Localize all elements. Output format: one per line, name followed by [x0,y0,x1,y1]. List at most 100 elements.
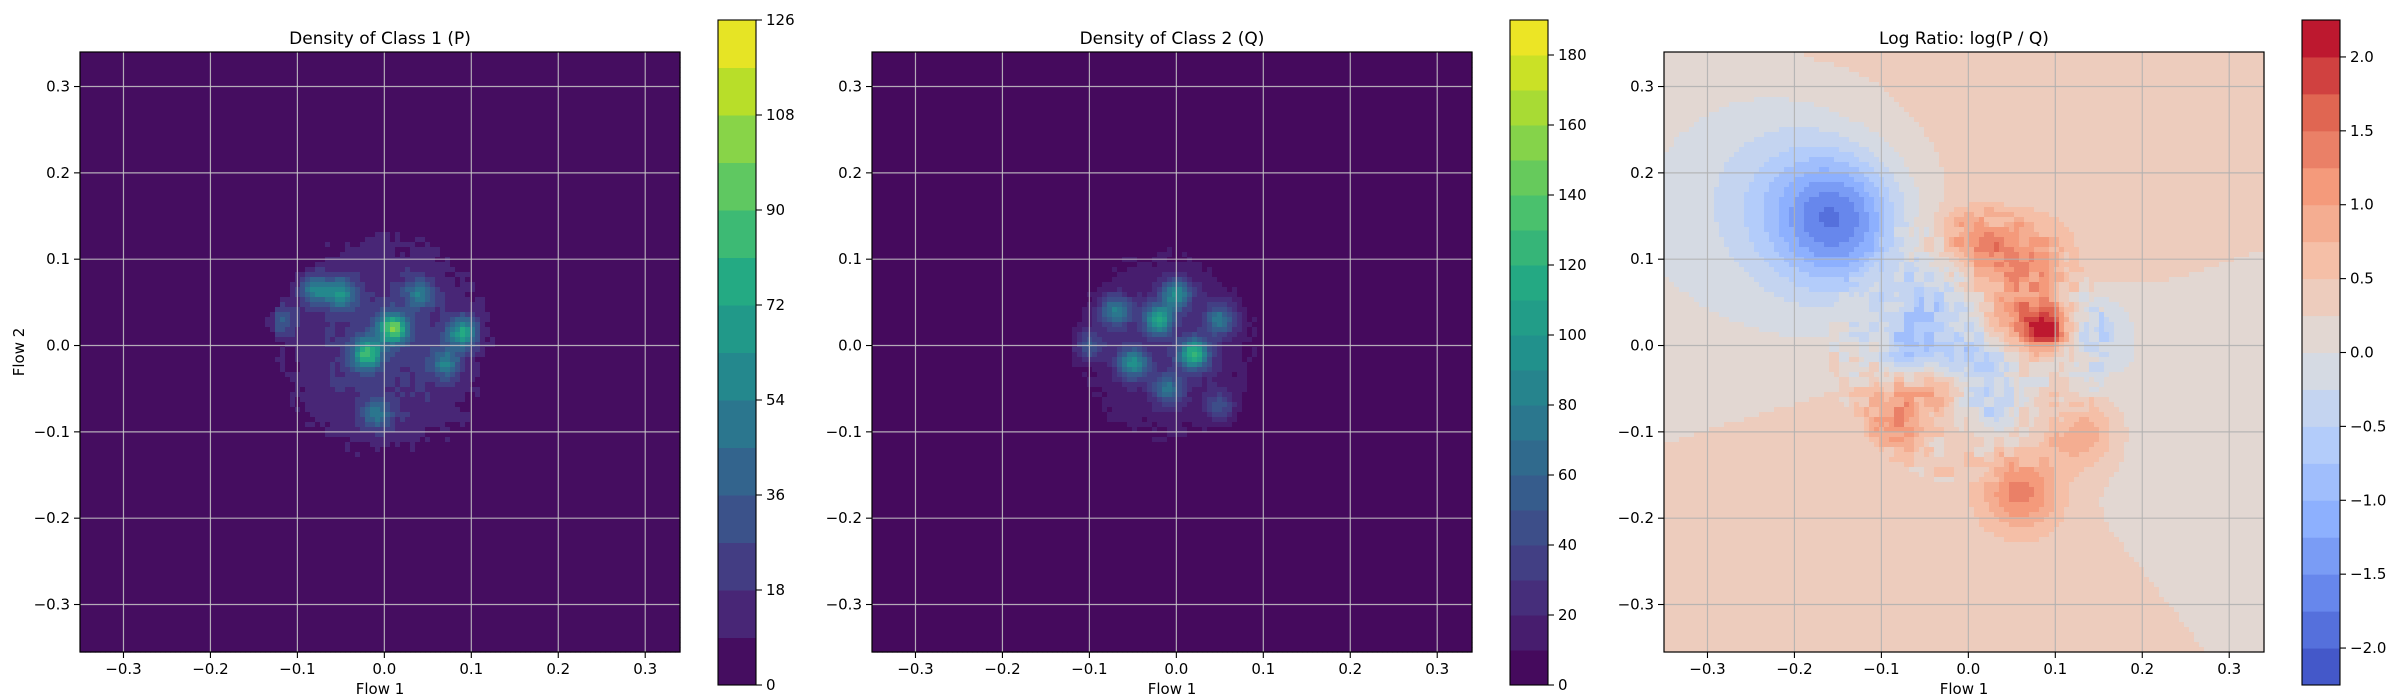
contour-cell [185,467,191,473]
contour-cell [100,407,106,413]
contour-cell [100,332,106,338]
contour-cell [180,312,186,318]
contour-cell [145,492,151,498]
contour-cell [90,402,96,408]
contour-cell [150,52,156,58]
contour-cell [105,72,111,78]
contour-cell [100,217,106,223]
contour-cell [180,582,186,588]
contour-cell [180,142,186,148]
contour-cell [195,337,201,343]
contour-cell [95,182,101,188]
contour-cell [140,137,146,143]
contour-cell [135,522,141,528]
contour-cell [100,67,106,73]
contour-cell [80,457,86,463]
contour-cell [110,97,116,103]
contour-cell [110,87,116,93]
contour-cell [155,587,161,593]
contour-cell [165,197,171,203]
contour-cell [195,247,201,253]
contour-cell [110,402,116,408]
contour-cell [195,367,201,373]
contour-cell [140,397,146,403]
contour-cell [105,357,111,363]
contour-cell [170,627,176,633]
contour-cell [130,592,136,598]
contour-cell [200,187,206,193]
contour-cell [190,207,196,213]
contour-cell [175,367,181,373]
contour-cell [125,402,131,408]
contour-cell [160,572,166,578]
contour-cell [185,422,191,428]
contour-cell [170,377,176,383]
contour-cell [190,547,196,553]
contour-cell [180,327,186,333]
contour-cell [105,312,111,318]
contour-cell [170,637,176,643]
contour-cell [180,472,186,478]
contour-cell [95,212,101,218]
contour-cell [125,597,131,603]
contour-cell [145,422,151,428]
contour-cell [170,532,176,538]
contour-cell [135,322,141,328]
contour-cell [105,442,111,448]
contour-cell [160,377,166,383]
contour-cell [185,447,191,453]
contour-cell [165,262,171,268]
contour-cell [155,447,161,453]
contour-cell [145,497,151,503]
contour-cell [175,497,181,503]
contour-cell [175,432,181,438]
contour-cell [175,197,181,203]
contour-cell [200,232,206,238]
contour-cell [195,607,201,613]
contour-cell [180,262,186,268]
contour-cell [200,512,206,518]
contour-cell [140,472,146,478]
contour-cell [150,212,156,218]
contour-cell [160,412,166,418]
contour-cell [130,582,136,588]
contour-cell [140,202,146,208]
contour-cell [140,367,146,373]
contour-cell [140,252,146,258]
contour-cell [105,92,111,98]
contour-cell [150,452,156,458]
contour-cell [190,342,196,348]
contour-cell [125,477,131,483]
contour-cell [105,107,111,113]
contour-cell [150,312,156,318]
contour-cell [150,367,156,373]
contour-cell [90,247,96,253]
contour-cell [195,622,201,628]
contour-cell [110,537,116,543]
contour-cell [140,547,146,553]
contour-cell [145,312,151,318]
contour-cell [140,247,146,253]
contour-cell [85,617,91,623]
contour-cell [155,127,161,133]
contour-cell [95,327,101,333]
contour-cell [175,577,181,583]
contour-cell [180,627,186,633]
contour-cell [110,197,116,203]
contour-cell [130,202,136,208]
contour-cell [150,97,156,103]
contour-cell [130,547,136,553]
contour-cell [155,577,161,583]
contour-cell [120,477,126,483]
contour-cell [155,62,161,68]
contour-cell [95,477,101,483]
contour-cell [100,632,106,638]
contour-cell [185,297,191,303]
contour-cell [140,57,146,63]
contour-cell [165,622,171,628]
contour-cell [155,522,161,528]
contour-cell [170,612,176,618]
contour-cell [190,147,196,153]
contour-cell [150,267,156,273]
contour-cell [150,417,156,423]
